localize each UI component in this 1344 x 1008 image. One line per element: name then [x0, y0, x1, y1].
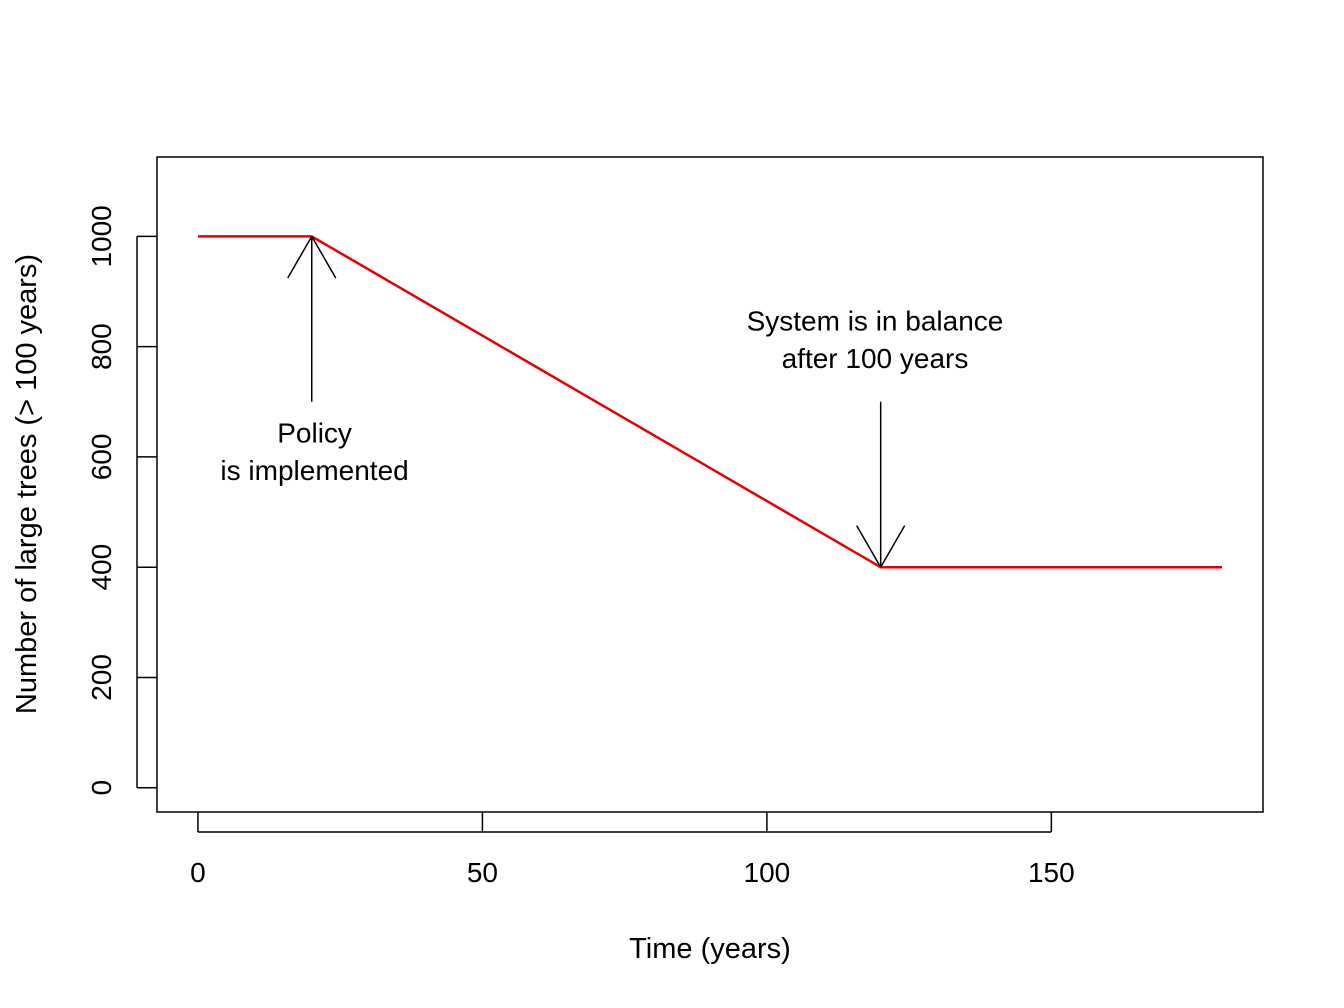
x-tick-label: 150 — [1028, 857, 1075, 888]
y-axis-title: Number of large trees (> 100 years) — [11, 254, 43, 714]
y-tick-label: 200 — [86, 654, 117, 701]
x-axis-title: Time (years) — [629, 933, 791, 965]
y-tick-label: 400 — [86, 544, 117, 591]
arrow-head-policy — [287, 236, 313, 279]
series-layer — [197, 235, 1223, 569]
arrow-head-policy — [311, 236, 337, 279]
annotation-layer: Policy is implemented System is in balance… — [220, 236, 1004, 568]
arrow-head-balance — [880, 525, 906, 568]
annotation-text-balance: System is in balance — [747, 306, 1004, 337]
x-axis: 0 50 100 150 — [190, 812, 1075, 888]
annotation-text-balance: after 100 years — [782, 343, 969, 374]
x-tick-label: 50 — [467, 857, 498, 888]
arrow-head-balance — [856, 525, 882, 568]
x-tick-label: 0 — [190, 857, 206, 888]
annotation-text-policy: is implemented — [220, 455, 408, 486]
plot-frame — [156, 156, 1264, 813]
annotation-text-policy: Policy — [277, 418, 352, 449]
y-tick-label: 600 — [86, 434, 117, 481]
series-line — [197, 235, 1223, 569]
y-axis: 0 200 400 600 800 1000 — [86, 205, 157, 796]
y-tick-label: 800 — [86, 323, 117, 370]
x-tick-label: 100 — [744, 857, 791, 888]
y-tick-label: 0 — [86, 780, 117, 796]
y-tick-label: 1000 — [86, 205, 117, 267]
